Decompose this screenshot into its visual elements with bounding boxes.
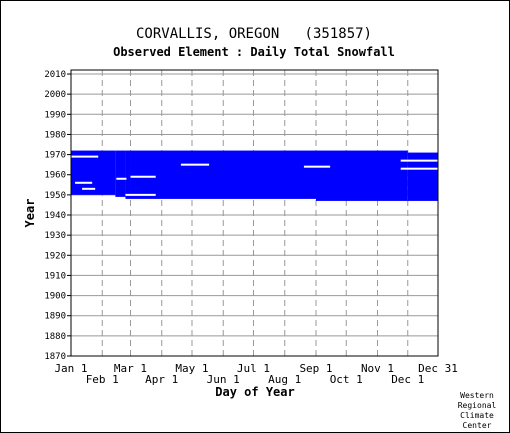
y-tick-label: 1990 [44,110,66,120]
x-axis-label: Day of Year [215,385,294,399]
x-tick-label: Oct 1 [330,373,363,386]
y-tick-label: 1890 [44,312,66,322]
coverage-block [115,150,126,197]
x-tick-label: Dec 1 [391,373,424,386]
y-tick-label: 1880 [44,332,66,342]
credit-line: Center [463,421,492,430]
plot-area: 1870 1880 1890 1900 1910 1920 1930 1940 1950 1960… [44,69,458,386]
y-tick-label: 1940 [44,211,66,221]
x-tick-label: Jun 1 [207,373,240,386]
x-tick-label: May 1 [175,362,208,375]
data-gap [125,193,156,196]
y-tick-label: 1920 [44,251,66,261]
x-tick-label: Feb 1 [86,373,119,386]
y-tick-label: 1980 [44,130,66,140]
chart-title: CORVALLIS, OREGON (351857) [136,26,372,42]
y-tick-label: 1960 [44,171,66,181]
data-gap [82,187,96,190]
x-tick-label: Aug 1 [268,373,301,386]
chart-subtitle: Observed Element : Daily Total Snowfall [113,45,395,59]
y-tick-label: 2010 [44,70,66,80]
data-gap [71,155,99,158]
data-gap [400,167,438,170]
y-tick-label: 1900 [44,292,66,302]
coverage-block [125,150,131,199]
data-gap [400,159,438,162]
data-gap [303,165,331,168]
y-tick-label: 1970 [44,151,66,161]
coverage-block [316,150,378,201]
y-tick-label: 1930 [44,231,66,241]
x-tick-label: Nov 1 [361,362,394,375]
y-axis-label: Year [23,199,37,228]
credit-line: Western [460,391,494,400]
x-tick-label: Apr 1 [145,373,178,386]
credit-line: Climate [460,411,494,420]
x-tick-label: Mar 1 [114,362,147,375]
y-tick-label: 1910 [44,271,66,281]
plot-frame [70,69,439,357]
x-tick-label: Jul 1 [237,362,270,375]
data-gap [130,175,156,178]
data-gap [180,163,210,166]
coverage-block [130,150,317,199]
y-tick-label: 2000 [44,90,66,100]
credit-line: Regional [458,401,497,410]
data-gap [116,177,127,180]
y-tick-label: 1870 [44,352,66,362]
y-tick-label: 1950 [44,191,66,201]
x-tick-label: Dec 31 [418,362,458,375]
coverage-block [71,150,116,195]
coverage-block [377,150,408,201]
x-tick-label: Sep 1 [299,362,332,375]
data-gap [75,181,93,184]
x-tick-label: Jan 1 [54,362,87,375]
